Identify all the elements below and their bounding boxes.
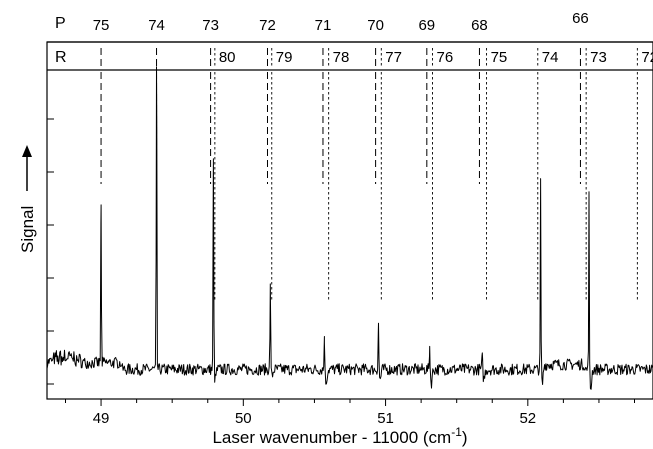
x-axis-ticks bbox=[64, 399, 636, 406]
branch-header: P R 75 74 73 72 71 70 69 68 66 80 79 78 77 76 75 74 73 7… bbox=[47, 10, 653, 71]
y-axis-title-group: Signal bbox=[18, 145, 37, 253]
p-label-72: 72 bbox=[259, 17, 276, 34]
x-axis-title-end: ) bbox=[462, 428, 468, 447]
r-label-80: 80 bbox=[219, 49, 236, 66]
x-axis-tick-labels: 49 50 51 52 bbox=[93, 410, 536, 427]
x-tick-label-51: 51 bbox=[377, 410, 394, 427]
r-branch-label: R bbox=[55, 49, 67, 66]
p-label-66: 66 bbox=[572, 10, 589, 27]
p-label-73: 73 bbox=[202, 17, 219, 34]
spectrum-trace bbox=[46, 66, 653, 390]
p-label-70: 70 bbox=[367, 17, 384, 34]
r-label-75: 75 bbox=[491, 49, 508, 66]
r-label-74: 74 bbox=[542, 49, 559, 66]
x-tick-label-49: 49 bbox=[93, 410, 110, 427]
p-label-71: 71 bbox=[315, 17, 332, 34]
x-axis-title: Laser wavenumber - 11000 (cm-1) bbox=[212, 425, 467, 447]
r-label-79: 79 bbox=[276, 49, 293, 66]
p-label-75: 75 bbox=[93, 17, 110, 34]
r-branch-j-labels: 80 79 78 77 76 75 74 73 72 bbox=[219, 49, 653, 66]
p-label-69: 69 bbox=[418, 17, 435, 34]
p-label-68: 68 bbox=[471, 17, 488, 34]
r-label-72: 72 bbox=[641, 49, 653, 66]
x-axis-title-sup: -1 bbox=[451, 425, 462, 439]
signal-arrow-icon bbox=[22, 145, 32, 157]
x-tick-label-52: 52 bbox=[519, 410, 536, 427]
p-branch-label: P bbox=[55, 15, 66, 32]
r-label-78: 78 bbox=[333, 49, 350, 66]
r-label-77: 77 bbox=[385, 49, 402, 66]
x-axis-title-main: Laser wavenumber - 11000 (cm bbox=[212, 428, 451, 447]
r-label-73: 73 bbox=[590, 49, 607, 66]
p-branch-j-labels: 75 74 73 72 71 70 69 68 66 bbox=[93, 10, 589, 34]
x-tick-label-50: 50 bbox=[235, 410, 252, 427]
y-axis-ticks bbox=[47, 118, 54, 385]
r-label-76: 76 bbox=[437, 49, 454, 66]
y-axis-title: Signal bbox=[18, 206, 37, 253]
p-label-74: 74 bbox=[148, 17, 165, 34]
